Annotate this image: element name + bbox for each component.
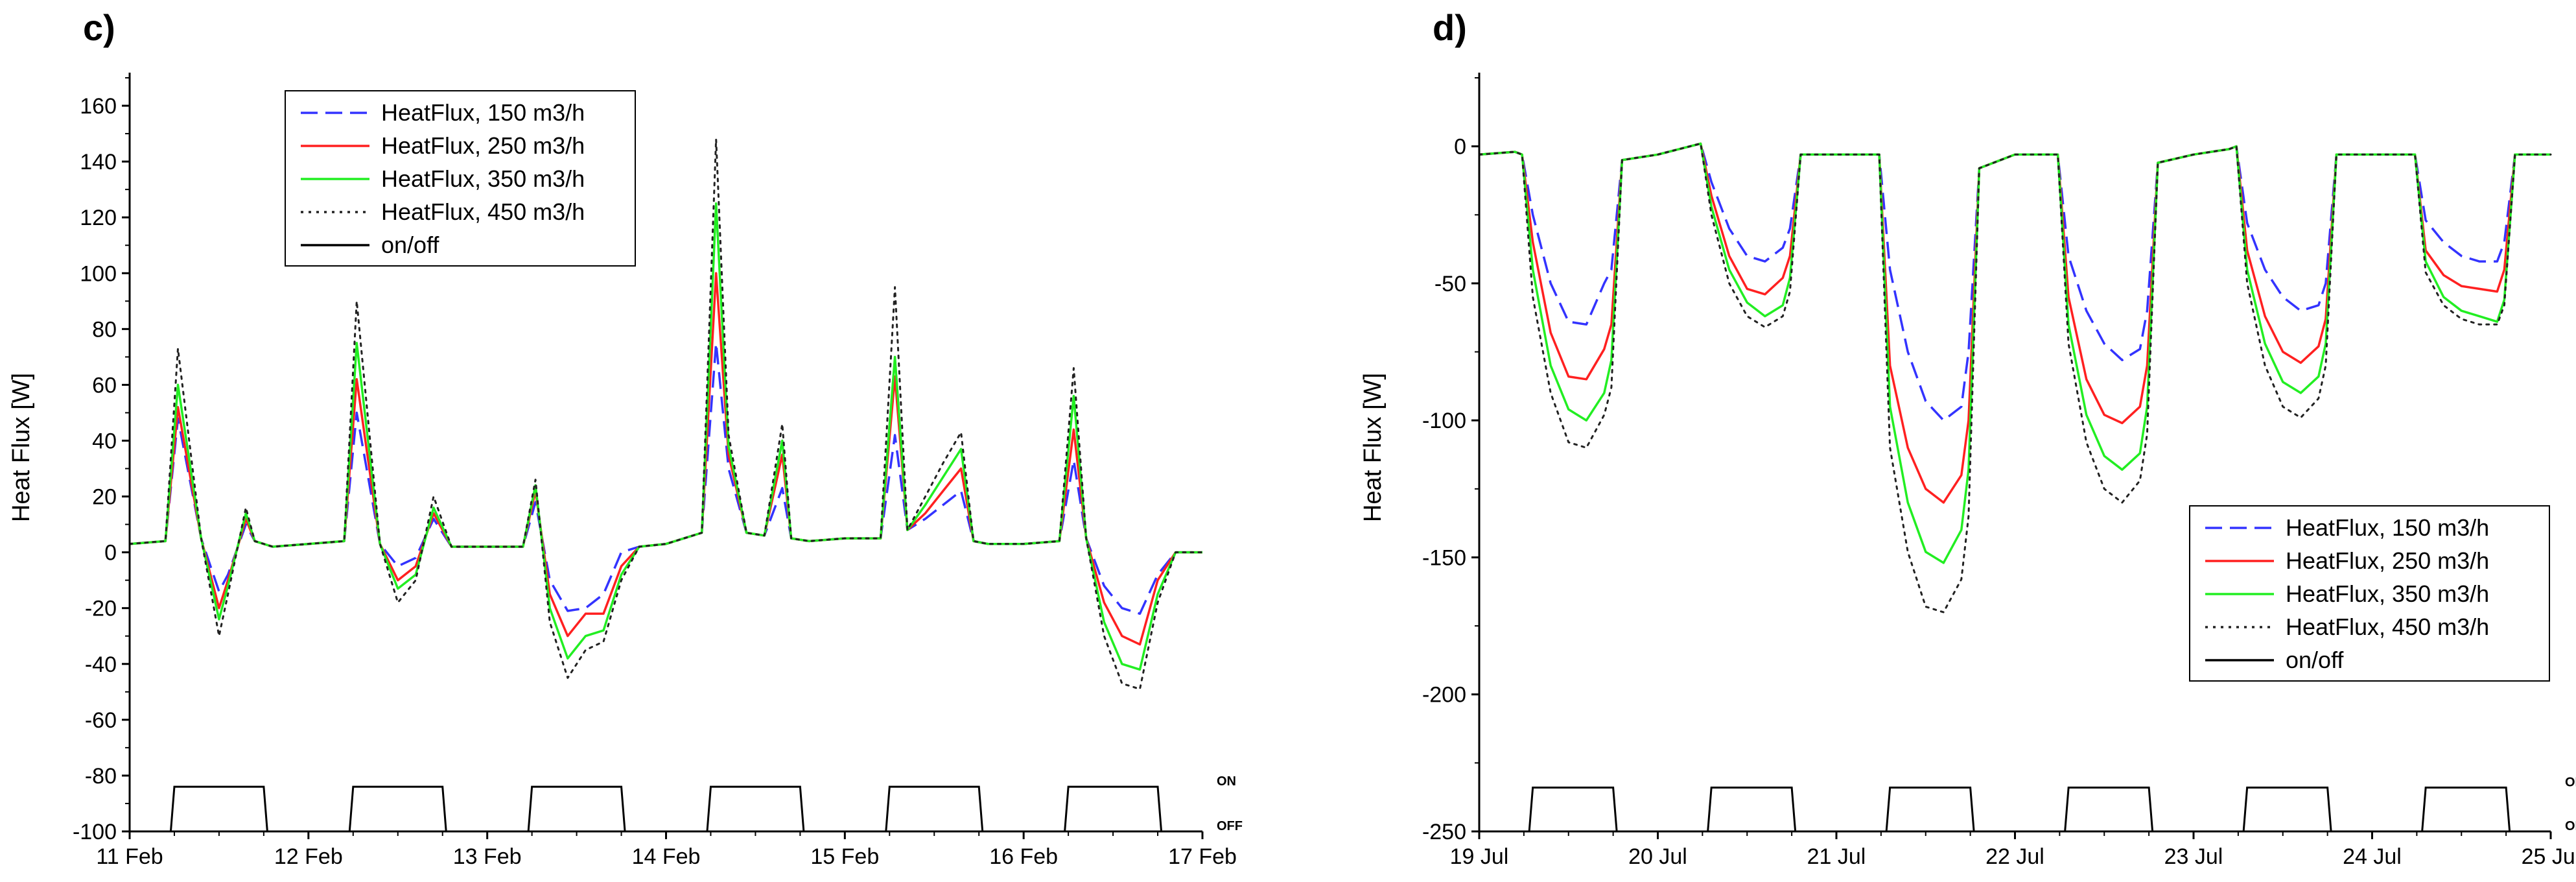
on-label: ON [1217, 774, 1236, 789]
y-axis-title: Heat Flux [W] [1359, 373, 1387, 522]
x-tick-label: 20 Jul [1628, 844, 1687, 869]
x-tick-label: 23 Jul [2164, 844, 2223, 869]
y-tick-label: 40 [92, 429, 117, 453]
onoff-pulse [2064, 786, 2154, 832]
legend-entry: HeatFlux, 450 m3/h [2286, 614, 2489, 640]
onoff-pulse [2421, 786, 2511, 832]
onoff-pulse [348, 785, 447, 832]
panel-d-chart: d) Heat Flux [W] -250 -200 -150 -100 -50 0 19 … [1359, 7, 2576, 869]
x-tick-label: 11 Feb [96, 844, 163, 869]
x-tick-label: 15 Feb [810, 844, 879, 869]
panel-label: d) [1433, 7, 1467, 48]
x-tick-label: 14 Feb [632, 844, 701, 869]
y-tick-label: 60 [92, 373, 117, 398]
legend-entry: HeatFlux, 150 m3/h [2286, 514, 2489, 541]
off-label: OFF [1217, 819, 1243, 833]
legend: HeatFlux, 150 m3/h HeatFlux, 250 m3/h Heat… [2189, 505, 2550, 682]
legend-entry: HeatFlux, 250 m3/h [381, 132, 585, 159]
y-tick-label: 0 [1454, 135, 1466, 160]
y-axis-title: Heat Flux [W] [8, 373, 35, 522]
series-line-4 [128, 138, 1204, 690]
y-tick-label: -60 [85, 708, 117, 733]
onoff-pulse [527, 785, 626, 832]
onoff-pulse [1885, 786, 1975, 832]
onoff-pulse [706, 785, 805, 832]
y-tick-label: -40 [85, 652, 117, 677]
x-tick-label: 19 Jul [1450, 844, 1509, 869]
y-tick-label: -50 [1434, 272, 1466, 296]
onoff-pulse [1528, 786, 1618, 832]
panel-c-chart: c) Heat Flux [W] -100 -80 -60 -40 -20 0 20 40 60… [8, 7, 1243, 869]
y-tick-label: -20 [85, 597, 117, 621]
onoff-pulse [1064, 785, 1163, 832]
x-tick-label: 16 Feb [989, 844, 1058, 869]
y-tick-label: 160 [80, 94, 117, 119]
x-tick-label: 24 Jul [2343, 844, 2402, 869]
legend-entry: HeatFlux, 150 m3/h [381, 99, 585, 126]
y-tick-label: 20 [92, 485, 117, 510]
onoff-pulse [885, 785, 984, 832]
legend-entry: HeatFlux, 350 m3/h [381, 165, 585, 192]
series-line-4 [1478, 142, 2552, 614]
legend-entry: HeatFlux, 250 m3/h [2286, 547, 2489, 574]
y-tick-label: -200 [1422, 683, 1466, 708]
legend-entry: on/off [2286, 647, 2344, 673]
y-tick-label: -150 [1422, 545, 1466, 570]
legend-entry: HeatFlux, 350 m3/h [2286, 580, 2489, 607]
y-tick-label: 120 [80, 206, 117, 230]
x-tick-label: 25 Jul [2522, 844, 2576, 869]
on-label: ON [2565, 775, 2576, 789]
panel-label: c) [83, 7, 115, 48]
onoff-pulse [169, 785, 268, 832]
off-label: OFF [2565, 819, 2576, 833]
x-tick-label: 17 Feb [1168, 844, 1237, 869]
x-tick-label: 22 Jul [1985, 844, 2044, 869]
x-tick-label: 12 Feb [274, 844, 343, 869]
x-tick-label: 21 Jul [1807, 844, 1866, 869]
y-tick-label: 140 [80, 150, 117, 174]
x-tick-label: 13 Feb [453, 844, 522, 869]
y-tick-label: -250 [1422, 820, 1466, 844]
onoff-pulse [2242, 786, 2332, 832]
y-tick-label: 0 [104, 541, 117, 566]
y-tick-label: -100 [1422, 409, 1466, 433]
legend-entry: on/off [381, 232, 439, 258]
legend-entry: HeatFlux, 450 m3/h [381, 198, 585, 225]
legend: HeatFlux, 150 m3/h HeatFlux, 250 m3/h Heat… [285, 90, 636, 267]
y-tick-label: 100 [80, 261, 117, 286]
y-tick-label: -100 [73, 820, 117, 844]
onoff-pulse [1707, 786, 1797, 832]
y-tick-label: -80 [85, 764, 117, 789]
y-tick-label: 80 [92, 317, 117, 342]
